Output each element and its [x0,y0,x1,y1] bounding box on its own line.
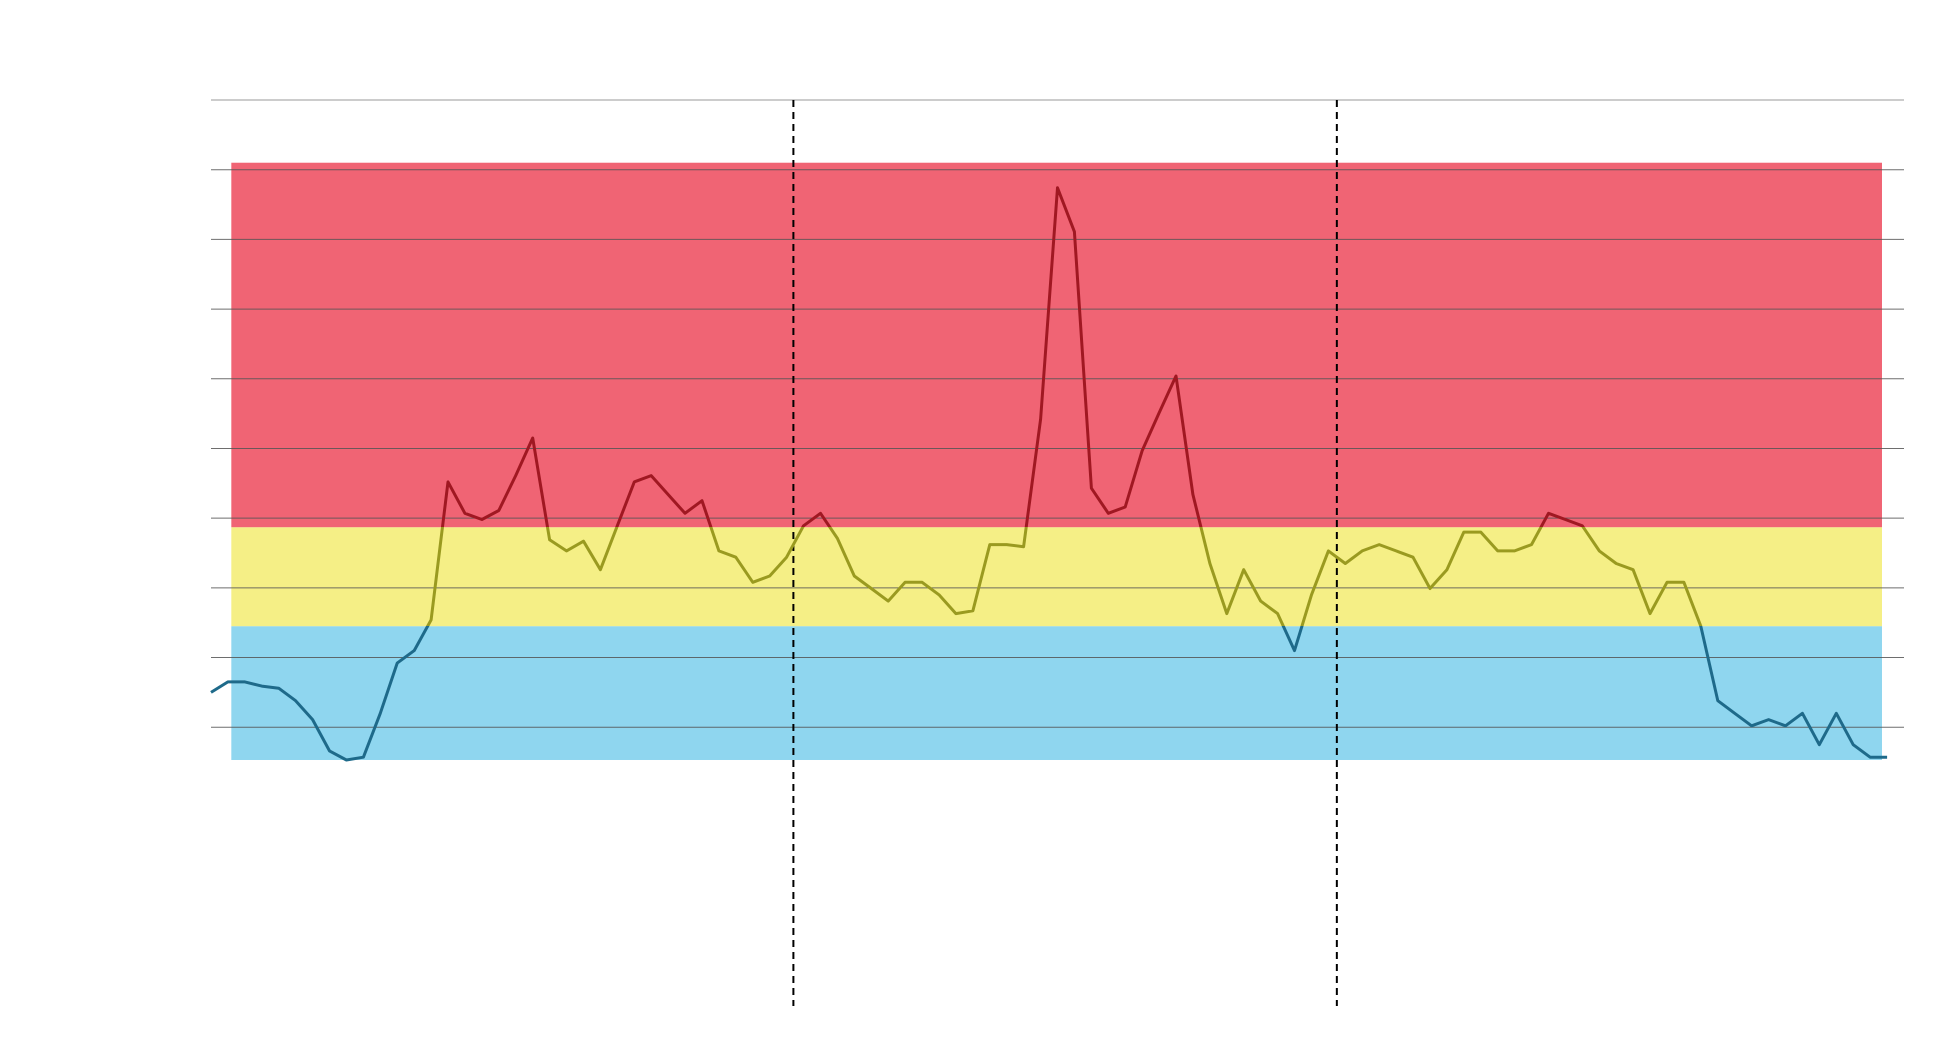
zone-band [231,527,1882,627]
zone-band [231,626,1882,760]
data-line [210,186,1888,762]
zone-band [231,162,1882,528]
